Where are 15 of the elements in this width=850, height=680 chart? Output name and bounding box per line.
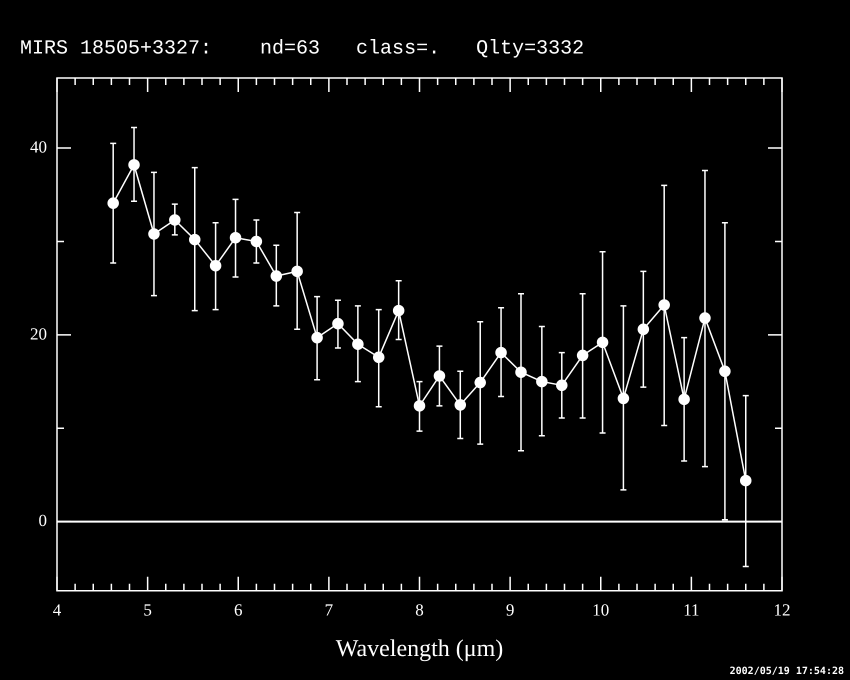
x-tick-label: 9: [506, 600, 514, 620]
x-tick-label: 10: [592, 600, 610, 620]
text: 2002/05/19 17:54:28: [730, 666, 844, 677]
x-tick-label: 6: [234, 600, 242, 620]
y-tick-label: 0: [38, 511, 47, 530]
x-axis-title: Wavelength (μm): [336, 636, 504, 662]
chart-title: MIRS 18505+3327: nd=63 class=. Qlty=3332: [20, 37, 584, 60]
x-tick-label: 7: [324, 600, 334, 620]
x-tick-label: 8: [415, 600, 424, 620]
x-tick-label: 12: [774, 600, 790, 620]
x-tick-label: 11: [683, 600, 700, 620]
y-tick-label: 40: [30, 138, 47, 157]
x-tick-label: 5: [143, 600, 152, 620]
y-tick-label: 20: [30, 324, 47, 344]
x-tick-label: 4: [52, 600, 62, 620]
